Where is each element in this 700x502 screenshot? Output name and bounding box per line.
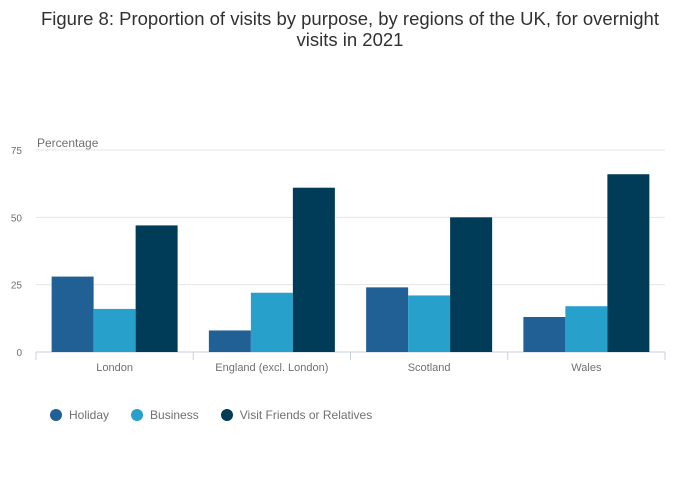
x-tick-label: Wales bbox=[571, 362, 602, 374]
x-tick-label: England (excl. London) bbox=[215, 362, 328, 374]
legend-label: Visit Friends or Relatives bbox=[239, 408, 373, 422]
y-tick-label: 50 bbox=[11, 213, 23, 224]
bar bbox=[51, 276, 94, 352]
legend-item[interactable]: Holiday bbox=[50, 408, 109, 422]
bar bbox=[135, 225, 178, 352]
legend-item[interactable]: Business bbox=[131, 408, 199, 422]
bar bbox=[408, 295, 451, 352]
y-axis-label: Percentage bbox=[37, 136, 99, 150]
x-tick-label: London bbox=[96, 362, 133, 374]
bar bbox=[450, 217, 493, 352]
bar bbox=[523, 316, 566, 352]
legend-swatch bbox=[220, 409, 233, 421]
y-tick-label: 25 bbox=[11, 281, 23, 292]
legend-swatch bbox=[50, 409, 62, 421]
chart-title: Figure 8: Proportion of visits by purpos… bbox=[40, 8, 659, 50]
legend-swatch bbox=[131, 409, 144, 421]
y-tick-label: 75 bbox=[11, 146, 23, 157]
chart-legend: Holiday Business Visit Friends or Relative… bbox=[50, 408, 394, 422]
bar bbox=[607, 174, 650, 352]
legend-item[interactable]: Visit Friends or Relatives bbox=[220, 408, 373, 422]
bar bbox=[250, 292, 293, 352]
bar bbox=[366, 287, 409, 352]
x-tick-label: Scotland bbox=[408, 362, 451, 374]
y-tick-label: 0 bbox=[16, 348, 22, 359]
bar bbox=[93, 308, 136, 352]
bar bbox=[208, 330, 251, 352]
legend-label: Business bbox=[150, 408, 199, 422]
legend-label: Holiday bbox=[69, 408, 110, 422]
bar bbox=[565, 306, 608, 352]
bar bbox=[292, 187, 335, 352]
